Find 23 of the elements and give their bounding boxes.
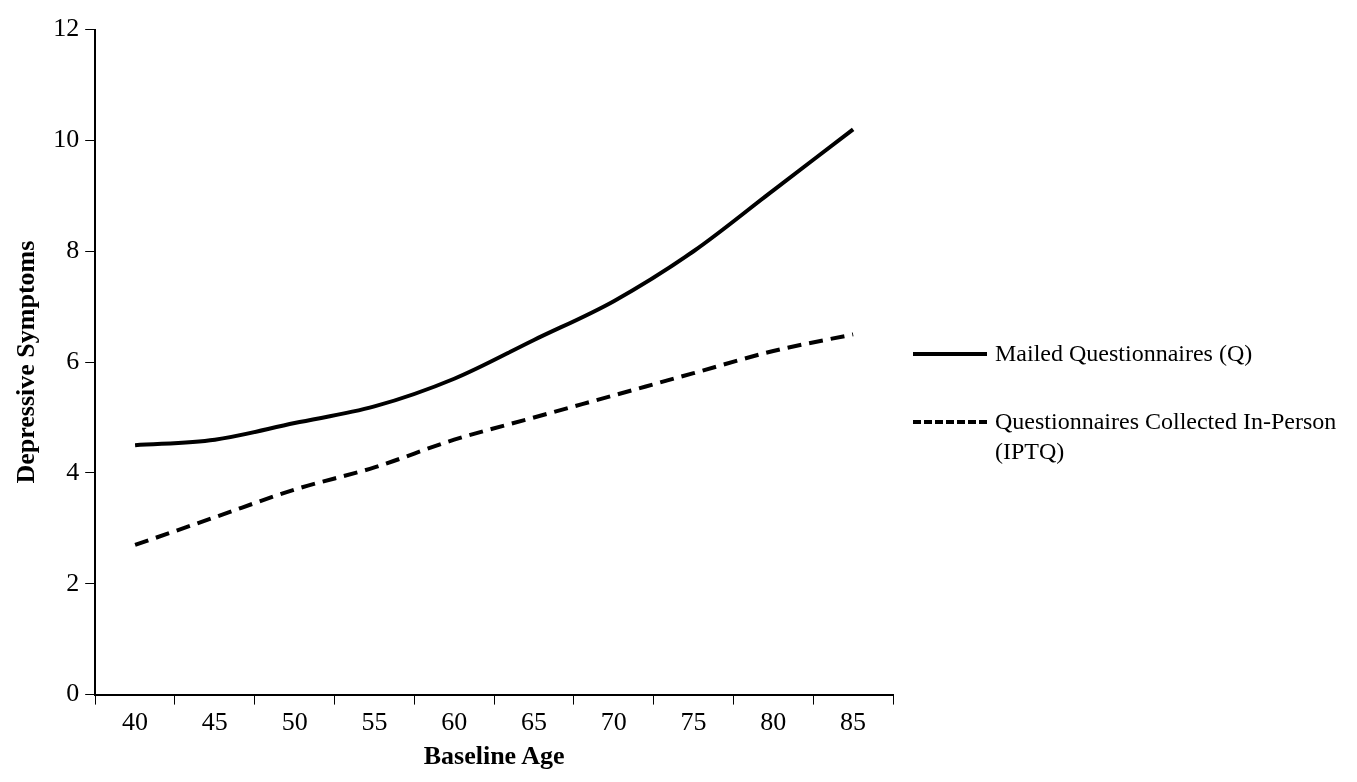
line-series	[133, 127, 856, 448]
x-tick-label: 80	[760, 707, 787, 737]
y-tick-label: 6	[66, 345, 80, 375]
x-tick-label: 55	[361, 707, 388, 737]
y-tick-label: 4	[66, 456, 80, 486]
x-tick-label: 45	[201, 707, 228, 737]
y-tick-label: 12	[53, 13, 80, 43]
line-series	[133, 332, 856, 547]
x-tick-label: 65	[520, 707, 547, 737]
x-tick-label: 85	[840, 707, 867, 737]
x-tick-label: 75	[680, 707, 707, 737]
x-axis-title: Baseline Age	[423, 741, 565, 771]
legend-label: Mailed Questionnaires (Q)	[995, 339, 1253, 368]
x-tick-label: 50	[281, 707, 308, 737]
y-axis-title: Depressive Symptoms	[11, 240, 41, 484]
y-tick-label: 0	[66, 678, 80, 708]
y-tick-label: 8	[66, 235, 80, 265]
x-tick-label: 40	[122, 707, 149, 737]
x-tick-label: 70	[600, 707, 627, 737]
y-tick-label: 2	[66, 567, 80, 597]
x-tick-label: 60	[441, 707, 468, 737]
y-tick-label: 10	[53, 124, 80, 154]
legend-label: Questionnaires Collected In-Person (IPTQ)	[995, 407, 1338, 466]
